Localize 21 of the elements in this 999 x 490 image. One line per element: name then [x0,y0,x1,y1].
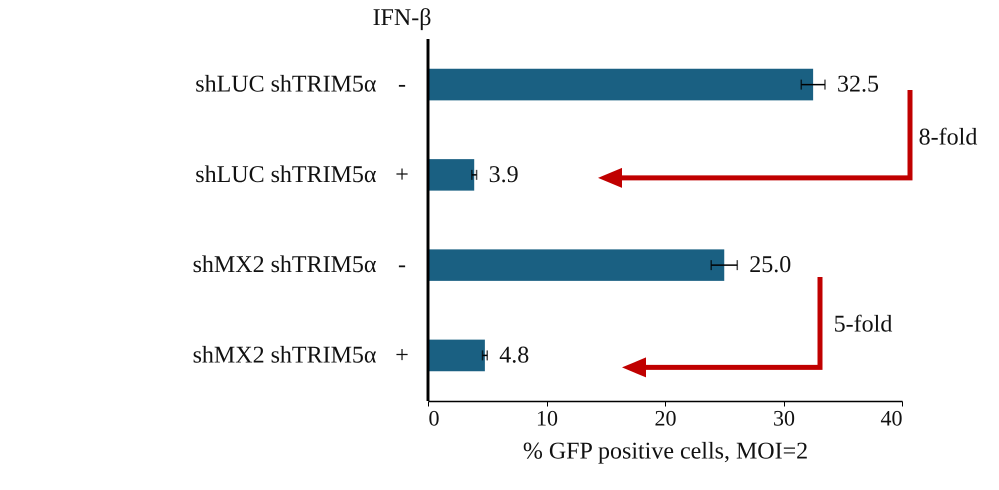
text: 8-fold [918,124,978,152]
x-tick-label: 20 [654,406,676,430]
text: + [395,342,409,368]
y-tick-label: shMX2 shTRIM5α [192,252,377,278]
data-label: 4.8 [499,342,530,368]
y-tick-label: shLUC shTRIM5α [195,72,377,98]
data-label: 3.9 [488,162,519,188]
y-tick-label: shLUC shTRIM5α [195,162,377,188]
text: IFN-β [372,5,432,31]
data-label: 32.5 [836,72,879,98]
text: + [395,162,409,188]
x-tick-label: 0 [428,406,440,430]
x-axis-title: % GFP positive cells, MOI=2 [522,438,808,464]
x-tick-label: 10 [536,406,558,430]
data-label: 25.0 [749,252,792,278]
annotation: 5-fold [834,312,892,338]
x-tick-label: 30 [773,406,795,430]
text: - [398,252,406,278]
y-tick-label: shMX2 shTRIM5α [192,342,377,368]
x-tick-label: 40 [880,406,902,430]
text: - [398,72,406,98]
